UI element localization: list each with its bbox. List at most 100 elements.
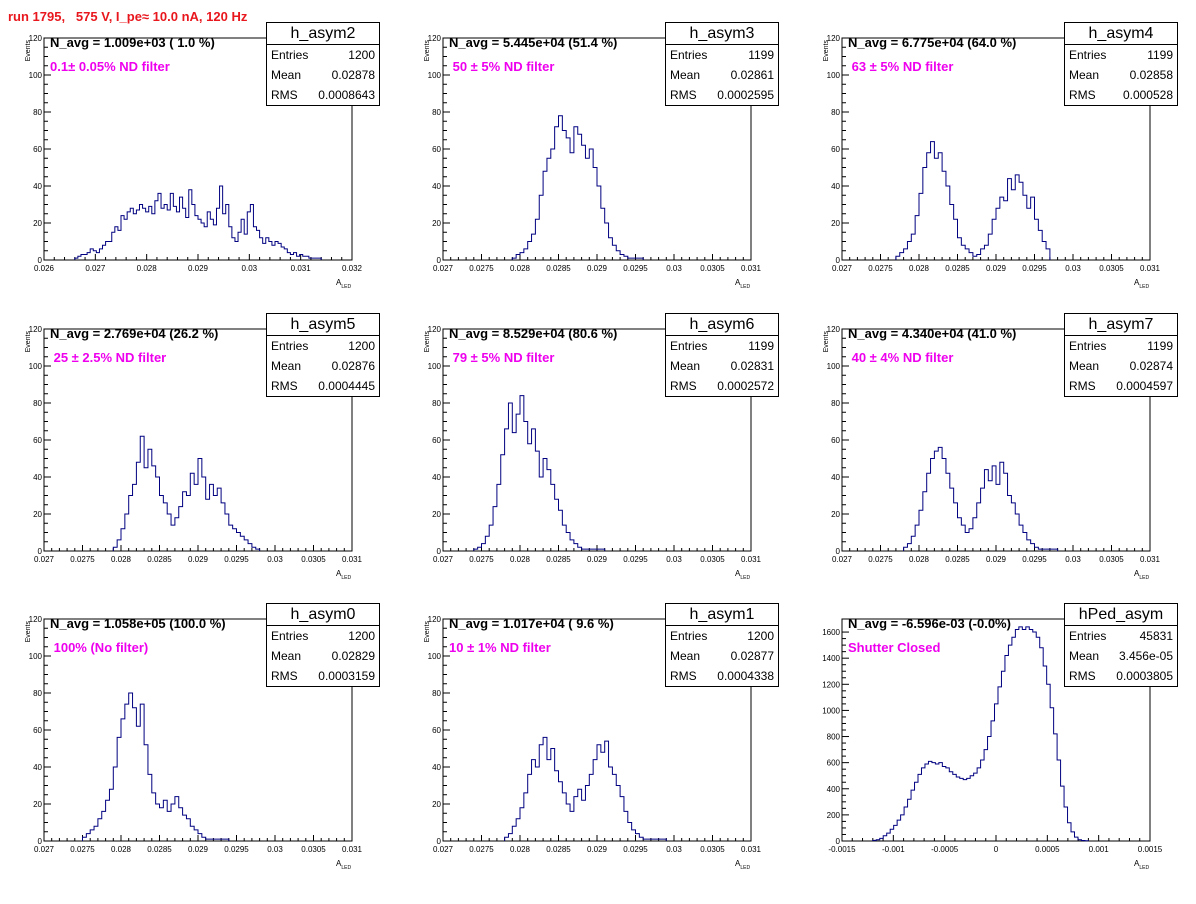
filter-label: 100% (No filter) [50, 640, 149, 655]
y-tick-label: 40 [432, 763, 441, 772]
y-tick-label: 60 [831, 436, 840, 445]
x-tick-label: 0.028 [909, 555, 930, 564]
x-tick-label: 0.029 [986, 555, 1007, 564]
navg-label: N_avg = 2.769e+04 (26.2 %) [50, 326, 219, 341]
stats-value-entries: 45831 [1139, 629, 1173, 643]
stats-value-rms: 0.0003805 [1116, 669, 1173, 683]
x-tick-label: 0.029 [587, 555, 608, 564]
stats-row-rms: RMS 0.0003159 [267, 666, 379, 686]
stats-box: h_asym0 Entries 1200 Mean 0.02829 RMS 0.000315… [266, 603, 380, 687]
y-tick-label: 120 [428, 615, 442, 624]
stats-value-rms: 0.0002572 [717, 379, 774, 393]
histogram-series [511, 115, 644, 260]
stats-box: h_asym3 Entries 1199 Mean 0.02861 RMS 0.000259… [665, 22, 779, 106]
x-tick-label: 0.03 [1065, 555, 1081, 564]
stats-row-mean: Mean 0.02878 [267, 65, 379, 85]
x-axis-title-subscript: LED [341, 575, 351, 581]
x-tick-label: -0.001 [882, 845, 905, 854]
stats-row-entries: Entries 1200 [666, 626, 778, 646]
stats-row-mean: Mean 0.02876 [267, 356, 379, 376]
y-tick-label: 1600 [822, 628, 840, 637]
x-tick-label: 0.031 [1140, 555, 1161, 564]
stats-value-rms: 0.0004338 [717, 669, 774, 683]
stats-key-entries: Entries [271, 629, 309, 643]
stats-value-entries: 1200 [348, 48, 375, 62]
stats-key-mean: Mean [670, 359, 701, 373]
y-tick-label: 120 [428, 325, 442, 334]
x-axis-title: ALED [336, 569, 351, 581]
histogram-plot: -0.0015 -0.001 -0.0005 0 0.0005 0.001 0.0015 0 2… [822, 618, 1163, 871]
stats-row-mean: Mean 0.02874 [1065, 356, 1177, 376]
histogram-panel-h_asym1: 0.027 0.0275 0.028 0.0285 0.029 0.0295 0.03 0.0… [399, 603, 797, 899]
y-tick-label: 100 [29, 71, 43, 80]
stats-row-rms: RMS 0.0008643 [267, 85, 379, 105]
histogram-series [112, 435, 261, 551]
y-axis-title: Events [25, 331, 32, 353]
stats-row-rms: RMS 0.0004338 [666, 666, 778, 686]
stats-value-entries: 1200 [747, 629, 774, 643]
y-tick-label: 400 [827, 785, 841, 794]
x-tick-label: 0.031 [342, 845, 363, 854]
stats-row-mean: Mean 0.02877 [666, 646, 778, 666]
x-axis-title-subscript: LED [740, 575, 750, 581]
stats-value-entries: 1200 [348, 339, 375, 353]
x-tick-label: 0.0305 [1099, 264, 1124, 273]
y-tick-label: 20 [33, 510, 42, 519]
x-tick-label: 0.0285 [546, 845, 571, 854]
x-tick-label: 0.03 [242, 264, 258, 273]
histogram-panel-h_asym4: 0.027 0.0275 0.028 0.0285 0.029 0.0295 0.03 0.0… [798, 22, 1196, 318]
x-tick-label: 0.0305 [700, 264, 725, 273]
x-tick-label: 0.03 [1065, 264, 1081, 273]
x-tick-label: 0.0275 [868, 264, 893, 273]
x-tick-label: 0.0275 [70, 555, 95, 564]
y-tick-label: 40 [33, 763, 42, 772]
stats-value-mean: 0.02861 [730, 68, 774, 82]
y-tick-label: 800 [827, 733, 841, 742]
x-tick-label: 0.0295 [1022, 555, 1047, 564]
x-axis-title-subscript: LED [1139, 865, 1149, 871]
stats-key-mean: Mean [271, 359, 302, 373]
x-tick-label: 0.0275 [469, 845, 494, 854]
x-tick-label: 0.0285 [945, 264, 970, 273]
y-tick-label: 80 [831, 399, 840, 408]
y-tick-label: 20 [831, 219, 840, 228]
y-tick-label: 100 [29, 362, 43, 371]
navg-label: N_avg = 1.017e+04 ( 9.6 %) [449, 616, 614, 631]
filter-label: 40 ± 4% ND filter [848, 350, 954, 365]
x-tick-label: -0.0005 [931, 845, 959, 854]
stats-row-rms: RMS 0.000528 [1065, 85, 1177, 105]
stats-row-entries: Entries 1200 [267, 626, 379, 646]
histogram-panel-h_asym3: 0.027 0.0275 0.028 0.0285 0.029 0.0295 0.03 0.0… [399, 22, 797, 318]
stats-value-mean: 3.456e-05 [1118, 649, 1173, 663]
x-tick-label: 0.027 [34, 845, 55, 854]
stats-row-mean: Mean 0.02858 [1065, 65, 1177, 85]
x-tick-label: 0.0275 [469, 264, 494, 273]
histogram-panel-hPed_asym: -0.0015 -0.001 -0.0005 0 0.0005 0.001 0.0015 0 2… [798, 603, 1196, 899]
histogram-series [872, 626, 1089, 842]
y-tick-label: 600 [827, 759, 841, 768]
stats-key-mean: Mean [670, 649, 701, 663]
x-tick-label: 0.0285 [147, 845, 172, 854]
histogram-panel-h_asym5: 0.027 0.0275 0.028 0.0285 0.029 0.0295 0.03 0.0… [0, 313, 398, 609]
histogram-plot: 0.026 0.027 0.028 0.029 0.03 0.031 0.032 0 20 40 6… [25, 34, 363, 290]
stats-row-rms: RMS 0.0004445 [267, 376, 379, 396]
histogram-series [504, 736, 667, 841]
y-tick-label: 120 [29, 325, 43, 334]
y-tick-label: 0 [437, 547, 442, 556]
x-tick-label: 0.0285 [945, 555, 970, 564]
y-tick-label: 100 [428, 362, 442, 371]
y-tick-label: 0 [38, 837, 43, 846]
x-tick-label: 0.032 [342, 264, 363, 273]
x-tick-label: 0.027 [85, 264, 106, 273]
y-tick-label: 80 [432, 689, 441, 698]
y-tick-label: 80 [33, 108, 42, 117]
x-tick-label: 0.0275 [469, 555, 494, 564]
y-tick-label: 100 [29, 652, 43, 661]
y-axis-title: Events [424, 40, 431, 62]
x-tick-label: 0.028 [510, 555, 531, 564]
stats-histogram-name: h_asym0 [267, 604, 379, 626]
stats-value-mean: 0.02829 [331, 649, 375, 663]
x-tick-label: 0.001 [1089, 845, 1110, 854]
stats-row-rms: RMS 0.0003805 [1065, 666, 1177, 686]
stats-row-mean: Mean 0.02861 [666, 65, 778, 85]
